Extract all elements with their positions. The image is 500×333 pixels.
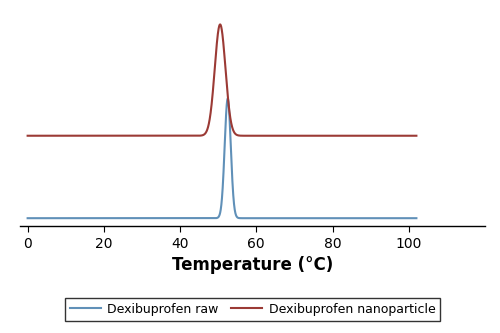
- Dexibuprofen raw: [278, 216, 283, 220]
- Dexibuprofen raw: [258, 216, 264, 220]
- Line: Dexibuprofen raw: Dexibuprofen raw: [28, 99, 416, 218]
- Dexibuprofen raw: [95, 216, 101, 220]
- Dexibuprofen raw: [173, 216, 179, 220]
- Dexibuprofen nanoparticle: [315, 134, 321, 138]
- Dexibuprofen nanoparticle: [217, 22, 223, 26]
- Dexibuprofen nanoparticle: [24, 134, 30, 138]
- Dexibuprofen nanoparticle: [95, 134, 101, 138]
- Dexibuprofen nanoparticle: [414, 134, 420, 138]
- Line: Dexibuprofen nanoparticle: Dexibuprofen nanoparticle: [28, 24, 416, 136]
- Dexibuprofen nanoparticle: [258, 134, 264, 138]
- Dexibuprofen nanoparticle: [173, 134, 179, 138]
- Dexibuprofen raw: [24, 216, 30, 220]
- Dexibuprofen raw: [315, 216, 321, 220]
- Dexibuprofen raw: [414, 216, 420, 220]
- Dexibuprofen nanoparticle: [344, 134, 350, 138]
- Dexibuprofen nanoparticle: [278, 134, 283, 138]
- Legend: Dexibuprofen raw, Dexibuprofen nanoparticle: Dexibuprofen raw, Dexibuprofen nanoparti…: [64, 298, 440, 321]
- X-axis label: Temperature (°C): Temperature (°C): [172, 256, 333, 274]
- Dexibuprofen raw: [344, 216, 350, 220]
- Dexibuprofen raw: [224, 97, 230, 101]
